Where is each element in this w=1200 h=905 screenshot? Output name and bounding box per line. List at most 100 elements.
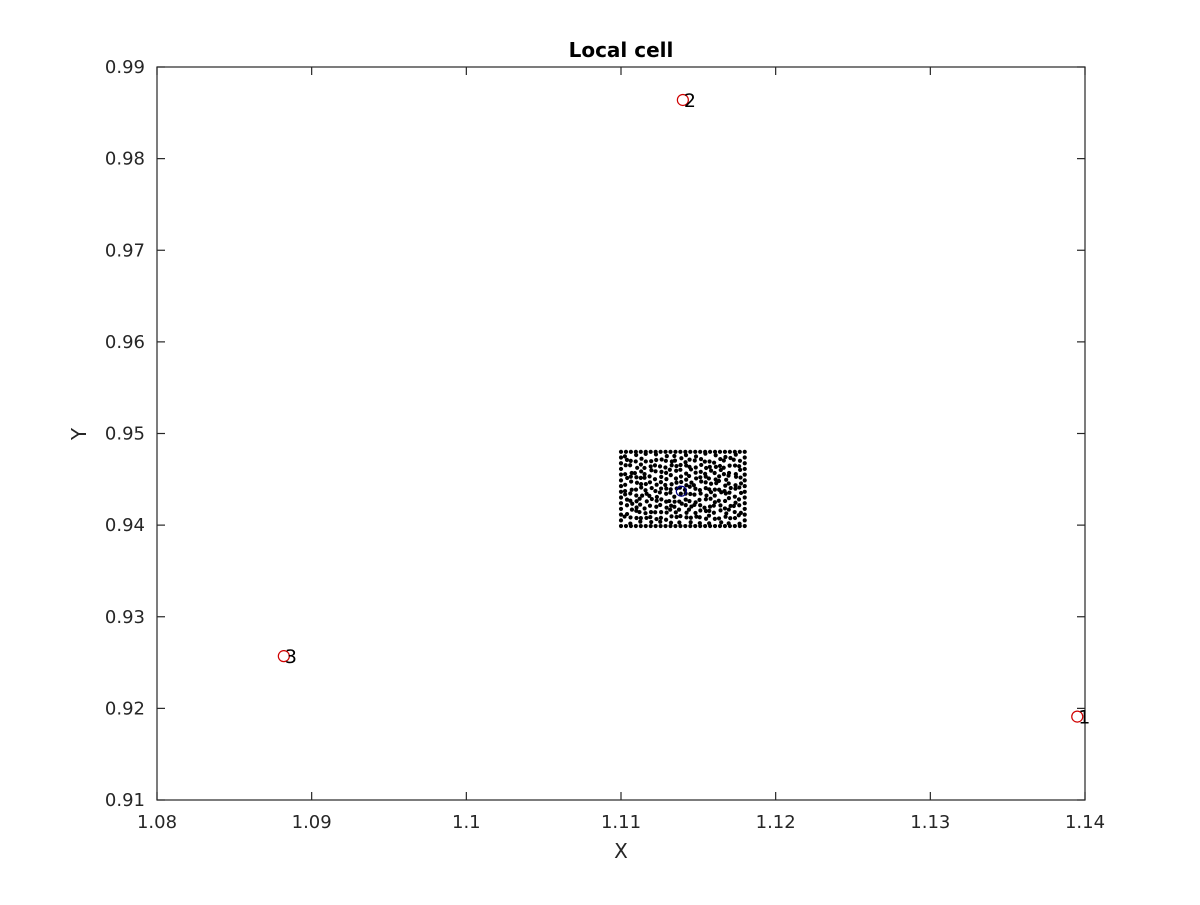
cloud-point	[684, 477, 689, 482]
cloud-point	[634, 499, 639, 504]
cloud-point	[699, 479, 704, 484]
cloud-point	[678, 514, 683, 519]
cloud-point	[702, 505, 707, 510]
cloud-point	[687, 473, 692, 479]
cloud-point	[707, 508, 712, 514]
cloud-point	[628, 449, 633, 454]
cloud-point	[648, 515, 653, 520]
cloud-point	[687, 498, 692, 504]
cloud-point	[703, 497, 708, 502]
cloud-point	[708, 496, 713, 501]
cloud-point	[654, 498, 659, 503]
cloud-point	[659, 497, 664, 502]
cloud-point	[628, 521, 633, 526]
cloud-point	[703, 523, 708, 529]
cloud-point	[688, 515, 693, 520]
cloud-point	[624, 511, 630, 517]
cloud-point	[664, 505, 669, 510]
cloud-point	[649, 519, 654, 525]
cloud-point	[669, 482, 674, 487]
cloud-point	[704, 493, 709, 498]
cloud-point	[724, 511, 729, 516]
cloud-point	[706, 513, 712, 518]
cloud-point	[712, 500, 717, 505]
cloud-point	[630, 501, 635, 506]
cloud-point	[726, 521, 731, 526]
cloud-point	[723, 498, 728, 504]
x-tick-label: 1.1	[452, 812, 481, 833]
cloud-point	[664, 486, 669, 491]
cloud-point	[717, 523, 723, 529]
cloud-point	[658, 515, 664, 520]
cloud-point	[672, 494, 677, 499]
cloud-point	[703, 449, 708, 454]
cloud-point	[654, 457, 659, 463]
cloud-point	[653, 488, 658, 494]
cloud-point	[688, 523, 693, 529]
cloud-point	[712, 493, 717, 498]
cloud-point	[688, 449, 693, 454]
cloud-point	[663, 449, 668, 454]
cloud-point	[703, 480, 708, 485]
cloud-point	[618, 466, 624, 472]
cloud-point	[618, 478, 624, 483]
cloud-point	[672, 453, 677, 459]
cloud-point	[649, 485, 654, 491]
cloud-point	[732, 509, 737, 515]
cloud-point	[643, 481, 648, 487]
cloud-point	[652, 463, 658, 468]
x-tick-label: 1.08	[137, 812, 177, 833]
x-tick-label: 1.12	[756, 812, 796, 833]
cloud-point	[643, 523, 648, 529]
y-tick-label: 0.99	[105, 57, 145, 78]
cloud-point	[632, 470, 637, 476]
cloud-point	[678, 449, 683, 454]
cloud-point	[634, 493, 639, 498]
cloud-point	[658, 480, 664, 485]
cloud-point	[726, 507, 731, 512]
cloud-point	[658, 519, 663, 524]
cloud-point	[708, 468, 714, 473]
y-tick-label: 0.98	[105, 149, 145, 170]
cloud-point	[629, 487, 634, 492]
cloud-point	[683, 460, 688, 465]
cloud-point	[697, 515, 702, 520]
cloud-point	[698, 508, 703, 513]
cloud-point	[676, 507, 682, 512]
cloud-point	[622, 489, 628, 494]
cloud-point	[669, 459, 674, 464]
cloud-point	[628, 458, 633, 463]
cloud-point	[693, 465, 698, 470]
cloud-point	[648, 464, 653, 469]
cloud-point	[726, 496, 732, 501]
cloud-point	[669, 514, 674, 519]
cloud-point	[674, 514, 679, 520]
cloud-point	[717, 449, 723, 454]
cloud-point	[737, 464, 742, 469]
cloud-point	[663, 470, 669, 475]
cloud-point	[638, 502, 643, 507]
cloud-point	[684, 463, 689, 468]
cloud-point	[683, 523, 688, 529]
cloud-point	[618, 455, 624, 460]
cloud-point	[673, 476, 679, 481]
cloud-point	[642, 475, 647, 480]
cloud-point	[721, 465, 726, 470]
cloud-point	[673, 523, 678, 529]
cloud-point	[703, 471, 708, 476]
cloud-point	[742, 483, 747, 489]
cloud-point	[742, 478, 747, 483]
cloud-point	[654, 494, 659, 500]
cloud-point	[629, 507, 635, 512]
vertex-label-2: 2	[684, 90, 696, 112]
cloud-point	[707, 464, 712, 469]
vertex-marker-1	[1071, 710, 1084, 723]
cloud-point	[633, 449, 638, 454]
cloud-point	[697, 521, 702, 526]
cloud-point	[726, 470, 732, 476]
cloud-point	[623, 463, 628, 468]
cloud-point	[618, 512, 624, 517]
cloud-point	[742, 489, 747, 494]
cloud-point	[683, 449, 688, 454]
